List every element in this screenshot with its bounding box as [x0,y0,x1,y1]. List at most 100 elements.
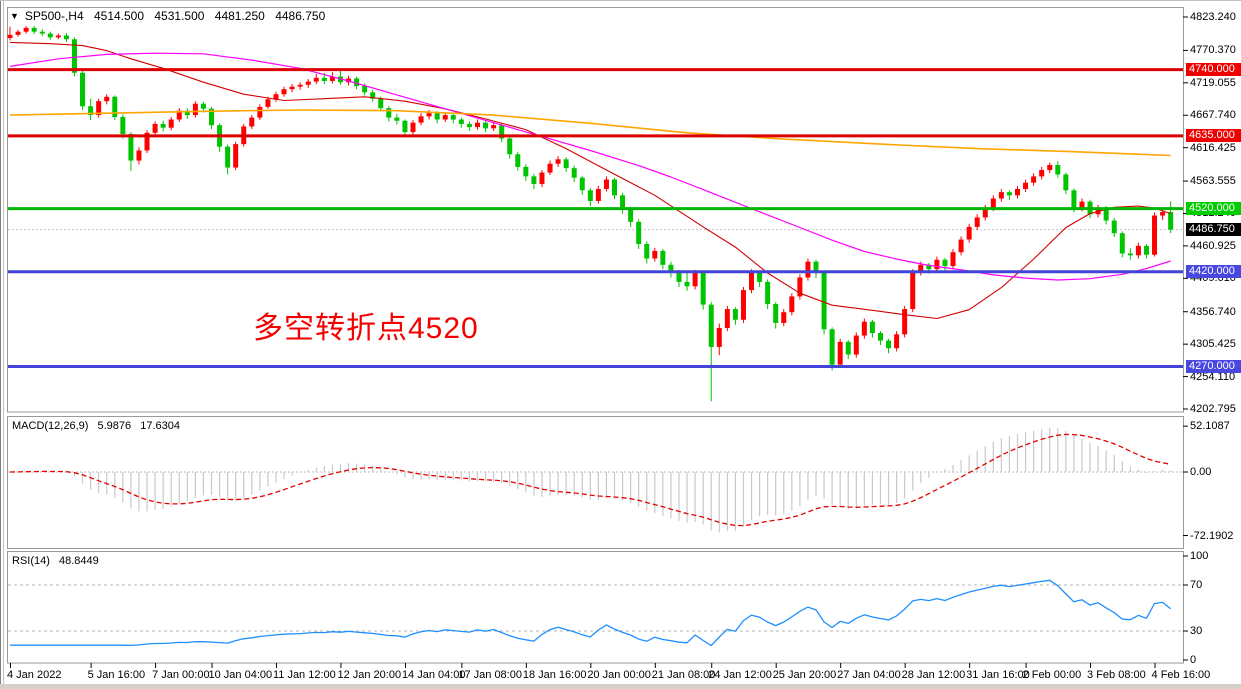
candle [96,98,102,118]
candle [603,176,609,192]
candle [1039,166,1045,180]
candle [483,120,489,133]
candle [297,82,303,90]
ohlc-close: 4486.750 [275,9,326,23]
candle [1119,231,1125,258]
candle [1006,190,1012,200]
panel-frames [7,7,1184,664]
candle [644,241,650,264]
candle [491,122,497,131]
candle [160,120,166,132]
candle [305,79,311,88]
candle [31,25,37,35]
candle [1127,248,1133,260]
candle [370,89,376,102]
candle [869,319,875,338]
candle [773,302,779,329]
candle [474,119,480,130]
candle [15,29,21,37]
candle [934,256,940,273]
candle [168,116,174,131]
candle [152,121,158,136]
candle [184,108,190,119]
ohlc-low: 4481.250 [214,9,265,23]
candle [112,95,118,121]
candle [1047,162,1053,174]
axis-tick-marks [10,16,1188,668]
candle [1023,179,1029,193]
candle [813,259,819,279]
candle [47,31,53,40]
candle [466,121,472,131]
candle [539,170,545,188]
macd-main-value: 5.9876 [97,420,132,432]
candle [861,318,867,339]
candle [886,338,892,354]
candle [410,120,416,135]
symbol-period-label: SP500-,H4 [24,9,84,23]
candle [781,309,787,327]
macd-name: MACD(12,26,9) [12,420,89,432]
candle [1168,201,1174,234]
candle [829,327,835,371]
candle [515,151,521,171]
candle [660,249,666,270]
candle [104,94,110,105]
candle [708,302,714,402]
candle [595,185,601,204]
candle [620,192,626,214]
ohlc-open: 4514.500 [93,9,145,23]
candle [716,323,722,356]
candle [547,160,553,176]
candle [877,331,883,346]
pivot-annotation: 多空转折点4520 [253,312,479,345]
price-level-lines [8,68,1183,369]
candle [450,113,456,124]
candle [942,257,948,271]
candle [958,236,964,256]
chart-title: ▼ SP500-,H4 4514.500 4531.500 4481.250 44… [10,9,325,23]
candle [966,223,972,243]
candle [394,113,400,125]
candle [950,249,956,270]
candle [652,247,658,262]
candle [402,119,408,137]
candle [894,331,900,352]
candle [273,91,279,102]
candle [55,33,61,40]
candle [7,26,13,41]
candle [837,338,843,368]
candle [612,177,617,200]
candle [1055,161,1061,178]
candle [499,123,505,143]
window-bottom-strip [0,684,1241,689]
candle [80,70,86,111]
candle [1111,218,1117,238]
candle [281,86,287,97]
candle [337,68,343,85]
candle [797,274,803,300]
rsi-name: RSI(14) [12,555,50,567]
ohlc-high: 4531.500 [154,9,205,23]
candle [233,141,239,171]
candle [1152,212,1158,257]
candle [418,113,424,126]
ma-fast-red [9,41,1171,320]
candle [789,293,795,316]
candle [668,261,674,278]
candle [1015,185,1020,199]
candle [531,173,537,189]
candle [700,271,706,310]
candle [128,132,134,171]
candle [442,112,448,123]
candle [217,123,223,152]
candle [765,279,771,310]
candle [1143,243,1149,259]
candle [974,214,980,231]
rsi-line [10,579,1172,647]
candle [853,332,859,358]
candle [257,104,263,121]
candle [225,144,231,175]
